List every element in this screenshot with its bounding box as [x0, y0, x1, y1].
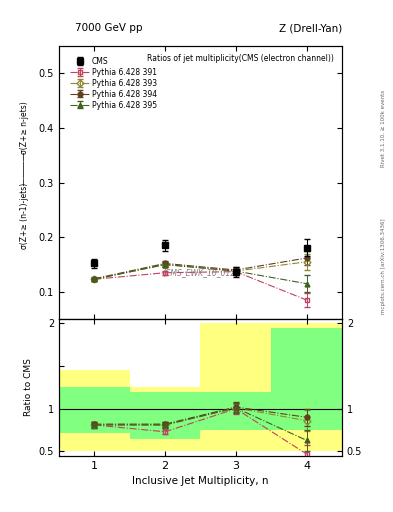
- Text: ────────: ────────: [22, 152, 28, 186]
- Text: mcplots.cern.ch [arXiv:1306.3436]: mcplots.cern.ch [arXiv:1306.3436]: [381, 219, 386, 314]
- Text: σ(Z+≥ n-jets): σ(Z+≥ n-jets): [20, 101, 29, 155]
- Y-axis label: Ratio to CMS: Ratio to CMS: [24, 358, 33, 416]
- Text: Rivet 3.1.10, ≥ 100k events: Rivet 3.1.10, ≥ 100k events: [381, 90, 386, 166]
- Text: Z (Drell-Yan): Z (Drell-Yan): [279, 23, 342, 33]
- X-axis label: Inclusive Jet Multiplicity, n: Inclusive Jet Multiplicity, n: [132, 476, 269, 486]
- Text: 7000 GeV pp: 7000 GeV pp: [75, 23, 142, 33]
- Text: (CMS_EWK_10_012): (CMS_EWK_10_012): [162, 268, 239, 277]
- Text: Ratios of jet multiplicity(CMS (electron channel)): Ratios of jet multiplicity(CMS (electron…: [147, 54, 333, 63]
- Legend: CMS, Pythia 6.428 391, Pythia 6.428 393, Pythia 6.428 394, Pythia 6.428 395: CMS, Pythia 6.428 391, Pythia 6.428 393,…: [68, 55, 159, 111]
- Text: σ(Z+≥ (n-1)-jets): σ(Z+≥ (n-1)-jets): [20, 182, 29, 248]
